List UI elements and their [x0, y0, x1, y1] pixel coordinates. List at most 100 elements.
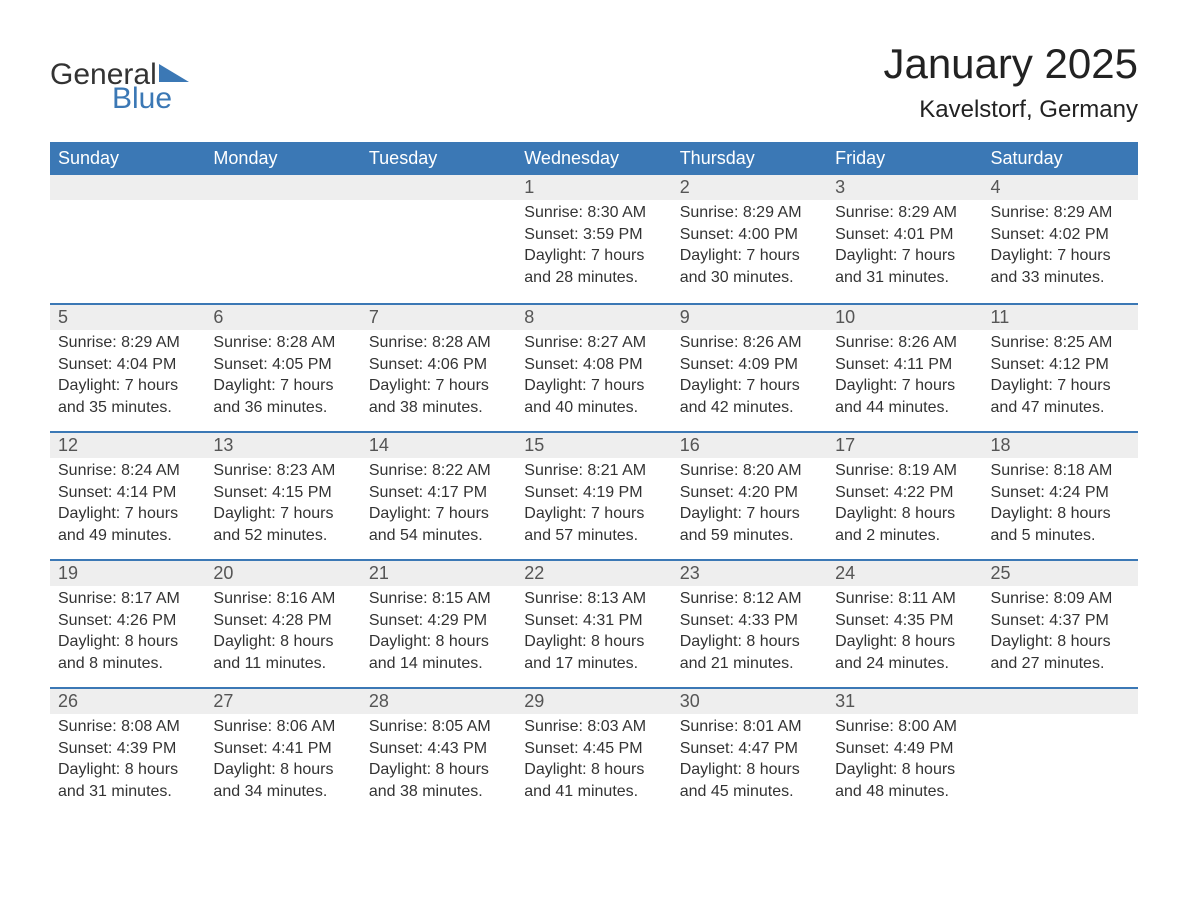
calendar-cell: 22Sunrise: 8:13 AMSunset: 4:31 PMDayligh…: [516, 559, 671, 687]
daylight-line: Daylight: 7 hours and 49 minutes.: [58, 503, 197, 546]
day-content: Sunrise: 8:09 AMSunset: 4:37 PMDaylight:…: [983, 586, 1138, 678]
day-content: Sunrise: 8:08 AMSunset: 4:39 PMDaylight:…: [50, 714, 205, 806]
daylight-line: Daylight: 7 hours and 44 minutes.: [835, 375, 974, 418]
sunset-line: Sunset: 4:33 PM: [680, 610, 819, 632]
weekday-header: Thursday: [672, 142, 827, 175]
sunset-line: Sunset: 4:29 PM: [369, 610, 508, 632]
sunrise-line: Sunrise: 8:24 AM: [58, 460, 197, 482]
calendar-cell: 19Sunrise: 8:17 AMSunset: 4:26 PMDayligh…: [50, 559, 205, 687]
day-number: 7: [361, 303, 516, 330]
sunset-line: Sunset: 4:14 PM: [58, 482, 197, 504]
day-content: Sunrise: 8:13 AMSunset: 4:31 PMDaylight:…: [516, 586, 671, 678]
day-number: 9: [672, 303, 827, 330]
empty-day: [205, 175, 360, 200]
sunset-line: Sunset: 4:37 PM: [991, 610, 1130, 632]
sunrise-line: Sunrise: 8:26 AM: [835, 332, 974, 354]
calendar-cell: [983, 687, 1138, 815]
day-number: 25: [983, 559, 1138, 586]
calendar-week-row: 5Sunrise: 8:29 AMSunset: 4:04 PMDaylight…: [50, 303, 1138, 431]
day-number: 8: [516, 303, 671, 330]
calendar-cell: 23Sunrise: 8:12 AMSunset: 4:33 PMDayligh…: [672, 559, 827, 687]
day-number: 13: [205, 431, 360, 458]
calendar-cell: 27Sunrise: 8:06 AMSunset: 4:41 PMDayligh…: [205, 687, 360, 815]
daylight-line: Daylight: 8 hours and 24 minutes.: [835, 631, 974, 674]
sunrise-line: Sunrise: 8:23 AM: [213, 460, 352, 482]
daylight-line: Daylight: 8 hours and 21 minutes.: [680, 631, 819, 674]
sunrise-line: Sunrise: 8:28 AM: [369, 332, 508, 354]
sunset-line: Sunset: 4:43 PM: [369, 738, 508, 760]
sunset-line: Sunset: 4:19 PM: [524, 482, 663, 504]
sunrise-line: Sunrise: 8:29 AM: [680, 202, 819, 224]
day-number: 28: [361, 687, 516, 714]
sunset-line: Sunset: 4:06 PM: [369, 354, 508, 376]
daylight-line: Daylight: 7 hours and 54 minutes.: [369, 503, 508, 546]
day-content: Sunrise: 8:00 AMSunset: 4:49 PMDaylight:…: [827, 714, 982, 806]
sunset-line: Sunset: 4:01 PM: [835, 224, 974, 246]
day-content: Sunrise: 8:29 AMSunset: 4:00 PMDaylight:…: [672, 200, 827, 292]
calendar-cell: 28Sunrise: 8:05 AMSunset: 4:43 PMDayligh…: [361, 687, 516, 815]
sunset-line: Sunset: 4:08 PM: [524, 354, 663, 376]
daylight-line: Daylight: 7 hours and 38 minutes.: [369, 375, 508, 418]
daylight-line: Daylight: 8 hours and 11 minutes.: [213, 631, 352, 674]
calendar-cell: 2Sunrise: 8:29 AMSunset: 4:00 PMDaylight…: [672, 175, 827, 303]
day-content: Sunrise: 8:22 AMSunset: 4:17 PMDaylight:…: [361, 458, 516, 550]
calendar-cell: 9Sunrise: 8:26 AMSunset: 4:09 PMDaylight…: [672, 303, 827, 431]
page-title: January 2025: [883, 40, 1138, 88]
day-number: 20: [205, 559, 360, 586]
calendar-header-row: SundayMondayTuesdayWednesdayThursdayFrid…: [50, 142, 1138, 175]
sunset-line: Sunset: 4:20 PM: [680, 482, 819, 504]
calendar-cell: 8Sunrise: 8:27 AMSunset: 4:08 PMDaylight…: [516, 303, 671, 431]
calendar-week-row: 1Sunrise: 8:30 AMSunset: 3:59 PMDaylight…: [50, 175, 1138, 303]
sunrise-line: Sunrise: 8:00 AM: [835, 716, 974, 738]
daylight-line: Daylight: 8 hours and 45 minutes.: [680, 759, 819, 802]
day-number: 2: [672, 175, 827, 200]
sunset-line: Sunset: 4:15 PM: [213, 482, 352, 504]
day-number: 4: [983, 175, 1138, 200]
calendar-cell: 20Sunrise: 8:16 AMSunset: 4:28 PMDayligh…: [205, 559, 360, 687]
calendar-cell: [361, 175, 516, 303]
sunrise-line: Sunrise: 8:27 AM: [524, 332, 663, 354]
day-content: Sunrise: 8:06 AMSunset: 4:41 PMDaylight:…: [205, 714, 360, 806]
day-content: Sunrise: 8:01 AMSunset: 4:47 PMDaylight:…: [672, 714, 827, 806]
day-content: Sunrise: 8:12 AMSunset: 4:33 PMDaylight:…: [672, 586, 827, 678]
sunrise-line: Sunrise: 8:03 AM: [524, 716, 663, 738]
day-content: Sunrise: 8:29 AMSunset: 4:01 PMDaylight:…: [827, 200, 982, 292]
sunset-line: Sunset: 4:47 PM: [680, 738, 819, 760]
day-number: 12: [50, 431, 205, 458]
weekday-header: Friday: [827, 142, 982, 175]
sunset-line: Sunset: 4:22 PM: [835, 482, 974, 504]
weekday-header: Sunday: [50, 142, 205, 175]
calendar-cell: 11Sunrise: 8:25 AMSunset: 4:12 PMDayligh…: [983, 303, 1138, 431]
day-content: Sunrise: 8:21 AMSunset: 4:19 PMDaylight:…: [516, 458, 671, 550]
day-number: 29: [516, 687, 671, 714]
daylight-line: Daylight: 7 hours and 30 minutes.: [680, 245, 819, 288]
day-content: Sunrise: 8:05 AMSunset: 4:43 PMDaylight:…: [361, 714, 516, 806]
weekday-header: Tuesday: [361, 142, 516, 175]
day-content: Sunrise: 8:03 AMSunset: 4:45 PMDaylight:…: [516, 714, 671, 806]
calendar-table: SundayMondayTuesdayWednesdayThursdayFrid…: [50, 142, 1138, 815]
day-number: 1: [516, 175, 671, 200]
calendar-cell: 31Sunrise: 8:00 AMSunset: 4:49 PMDayligh…: [827, 687, 982, 815]
sunset-line: Sunset: 4:49 PM: [835, 738, 974, 760]
day-number: 5: [50, 303, 205, 330]
day-number: 21: [361, 559, 516, 586]
day-content: Sunrise: 8:23 AMSunset: 4:15 PMDaylight:…: [205, 458, 360, 550]
day-number: 30: [672, 687, 827, 714]
calendar-week-row: 26Sunrise: 8:08 AMSunset: 4:39 PMDayligh…: [50, 687, 1138, 815]
calendar-week-row: 19Sunrise: 8:17 AMSunset: 4:26 PMDayligh…: [50, 559, 1138, 687]
calendar-cell: 7Sunrise: 8:28 AMSunset: 4:06 PMDaylight…: [361, 303, 516, 431]
day-content: Sunrise: 8:28 AMSunset: 4:06 PMDaylight:…: [361, 330, 516, 422]
day-content: Sunrise: 8:27 AMSunset: 4:08 PMDaylight:…: [516, 330, 671, 422]
sunset-line: Sunset: 4:02 PM: [991, 224, 1130, 246]
calendar-cell: 4Sunrise: 8:29 AMSunset: 4:02 PMDaylight…: [983, 175, 1138, 303]
daylight-line: Daylight: 8 hours and 5 minutes.: [991, 503, 1130, 546]
sunrise-line: Sunrise: 8:20 AM: [680, 460, 819, 482]
daylight-line: Daylight: 7 hours and 57 minutes.: [524, 503, 663, 546]
day-content: Sunrise: 8:29 AMSunset: 4:04 PMDaylight:…: [50, 330, 205, 422]
sunset-line: Sunset: 4:35 PM: [835, 610, 974, 632]
sunset-line: Sunset: 4:04 PM: [58, 354, 197, 376]
sunset-line: Sunset: 4:41 PM: [213, 738, 352, 760]
day-content: Sunrise: 8:26 AMSunset: 4:09 PMDaylight:…: [672, 330, 827, 422]
sunrise-line: Sunrise: 8:26 AM: [680, 332, 819, 354]
day-number: 31: [827, 687, 982, 714]
